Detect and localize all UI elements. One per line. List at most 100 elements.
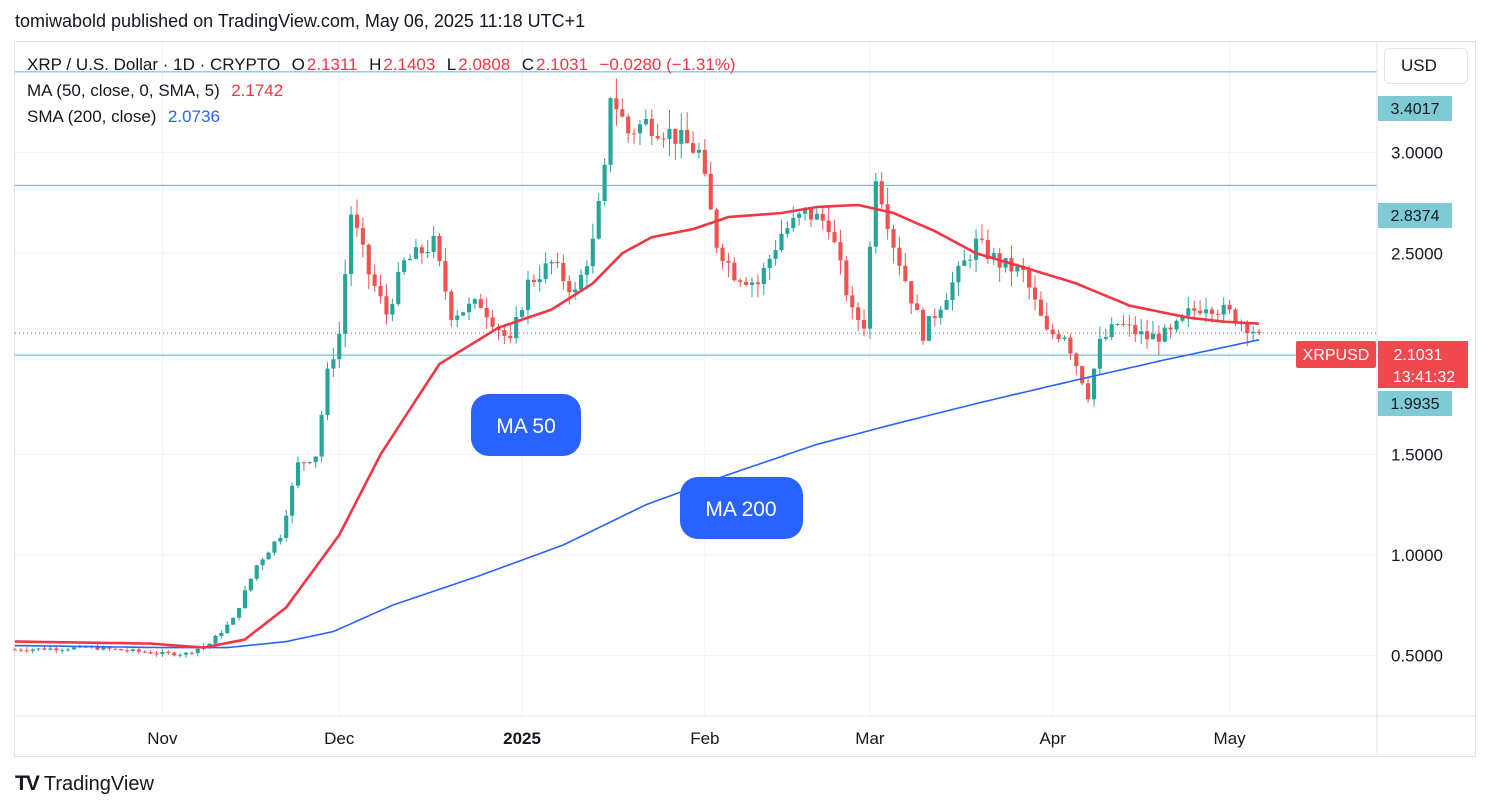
- candle-down: [484, 307, 489, 318]
- candle-down: [1127, 324, 1132, 326]
- sma200-line: [14, 339, 1260, 649]
- candle-up: [525, 279, 531, 311]
- candle-down: [154, 653, 159, 655]
- candle-down: [95, 646, 100, 650]
- candle-up: [219, 633, 224, 636]
- candle-down: [136, 649, 141, 652]
- candle-up: [1186, 308, 1191, 316]
- y-tick-label: 1.5000: [1391, 445, 1443, 464]
- candle-down: [879, 181, 884, 205]
- candle-down: [909, 281, 914, 304]
- candle-up: [66, 649, 71, 651]
- candle-up: [1180, 315, 1185, 321]
- candle-up: [962, 260, 967, 266]
- candle-down: [649, 118, 654, 137]
- candle-up: [873, 181, 878, 247]
- x-tick-label: 2025: [503, 729, 541, 748]
- candle-up: [313, 456, 318, 463]
- y-tick-label: 3.0000: [1391, 144, 1443, 163]
- candle-up: [1115, 323, 1120, 325]
- candle-up: [578, 274, 584, 290]
- candle-down: [1074, 353, 1079, 367]
- candle-up: [968, 259, 973, 261]
- symbol-title[interactable]: XRP / U.S. Dollar · 1D · CRYPTO: [27, 55, 281, 74]
- candle-down: [844, 260, 849, 296]
- candle-down: [1215, 313, 1220, 315]
- candle-down: [378, 285, 383, 297]
- candle-up: [938, 309, 943, 318]
- x-tick-label: Feb: [690, 729, 719, 748]
- ma50-callout: MA 50: [471, 394, 581, 456]
- candle-down: [979, 238, 985, 240]
- candle-up: [791, 217, 796, 229]
- candle-up: [71, 647, 77, 650]
- candle-down: [838, 242, 843, 261]
- candle-down: [732, 262, 737, 281]
- currency-button[interactable]: USD: [1384, 48, 1468, 84]
- candle-up: [1139, 331, 1144, 335]
- candles: [12, 78, 1262, 658]
- change-value: −0.0280 (−1.31%): [599, 55, 736, 74]
- candle-down: [632, 133, 637, 135]
- chart-frame: [14, 41, 1476, 757]
- candle-up: [130, 649, 135, 651]
- symbol-tag: XRPUSD: [1303, 347, 1370, 364]
- candle-up: [537, 279, 542, 283]
- candle-up: [797, 213, 802, 218]
- candle-down: [148, 652, 153, 654]
- candle-up: [956, 265, 961, 283]
- candle-down: [885, 204, 890, 230]
- candle-up: [584, 266, 589, 275]
- candle-down: [1233, 309, 1238, 324]
- open-value: 2.1311: [306, 55, 358, 74]
- candle-down: [661, 138, 666, 140]
- ma200-callout-label: MA 200: [705, 498, 776, 521]
- candle-down: [861, 319, 867, 329]
- candle-down: [107, 647, 112, 649]
- candle-down: [1086, 383, 1091, 400]
- candle-down: [738, 280, 743, 282]
- low-label: L: [446, 55, 457, 74]
- candle-up: [213, 635, 218, 644]
- candle-down: [1168, 327, 1173, 330]
- tradingview-logo[interactable]: TV TradingView: [15, 772, 154, 796]
- candle-up: [455, 315, 460, 321]
- candle-up: [991, 253, 996, 259]
- x-tick-label: Mar: [855, 729, 885, 748]
- ma-value: 2.1742: [231, 81, 284, 100]
- candle-up: [926, 316, 931, 341]
- candle-up: [1062, 337, 1067, 339]
- candle-down: [189, 652, 194, 654]
- ma-label: MA (50, close, 0, SMA, 5): [27, 81, 220, 100]
- candle-down: [54, 648, 59, 651]
- candle-up: [60, 649, 65, 651]
- candle-up: [803, 208, 808, 214]
- last-price-badge: 2.1031: [1394, 347, 1443, 364]
- candle-up: [278, 537, 283, 542]
- candle-down: [826, 220, 831, 233]
- candle-down: [172, 652, 177, 656]
- candle-up: [1150, 333, 1156, 340]
- brand-name: TradingView: [43, 772, 154, 795]
- candle-up: [773, 250, 778, 259]
- legend-ma-row[interactable]: MA (50, close, 0, SMA, 5) 2.1742: [27, 81, 285, 101]
- candle-down: [626, 116, 631, 134]
- candle-down: [360, 227, 365, 245]
- candle-up: [1251, 331, 1256, 334]
- candle-up: [207, 643, 212, 647]
- candle-up: [178, 654, 183, 656]
- low-value: 2.0808: [458, 55, 511, 74]
- candle-up: [520, 310, 525, 317]
- open-label: O: [291, 55, 305, 74]
- candle-up: [260, 559, 265, 566]
- price-badges: 3.4017 2.8374 1.9935 XRPUSD 2.1031 13:41…: [1296, 96, 1468, 416]
- candle-up: [349, 214, 354, 275]
- candle-down: [567, 281, 572, 293]
- candle-down: [531, 279, 536, 283]
- candle-up: [1174, 320, 1179, 330]
- candle-down: [354, 214, 360, 228]
- candle-down: [1050, 329, 1055, 335]
- legend-sma-row[interactable]: SMA (200, close) 2.0736: [27, 107, 222, 127]
- candle-down: [702, 149, 707, 174]
